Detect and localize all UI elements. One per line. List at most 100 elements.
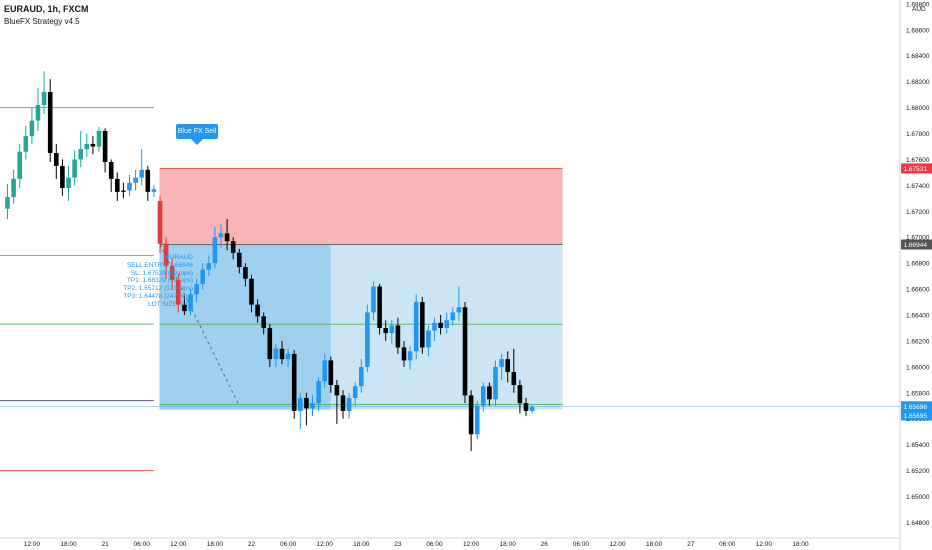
candle-body-10 <box>66 177 71 188</box>
candle-body-17 <box>108 162 114 179</box>
candle-body-47 <box>291 353 297 411</box>
candle-body-39 <box>243 267 248 279</box>
y-tick-label-3: 1.68200 <box>906 79 930 86</box>
x-tick-label-2: 21 <box>101 541 109 548</box>
x-tick-label-17: 18:00 <box>646 541 663 548</box>
candle-body-38 <box>237 252 242 268</box>
info-line-tp2: TP2: 1.65712 (123 pips) <box>123 285 193 293</box>
candle-body-67 <box>413 302 419 352</box>
candle-body-72 <box>444 320 449 328</box>
axis-currency-unit: AUD <box>912 6 926 13</box>
x-tick-label-4: 12:00 <box>170 541 187 548</box>
candle-body-66 <box>407 351 413 361</box>
candle-body-6 <box>41 92 47 106</box>
x-tick-label-6: 22 <box>248 541 256 548</box>
candle-body-85 <box>523 403 529 411</box>
candle-body-52 <box>322 360 327 382</box>
candle-body-26 <box>163 243 169 266</box>
price-tag-1: 1.66944 <box>904 242 928 249</box>
sell-signal-label: Blue FX Sell <box>176 124 218 139</box>
candle-body-76 <box>468 395 474 435</box>
candle-body-13 <box>84 143 90 150</box>
candle-body-3 <box>23 136 29 152</box>
candle-body-44 <box>273 348 279 360</box>
candle-body-41 <box>255 304 260 317</box>
candle-body-5 <box>35 105 41 121</box>
x-tick-label-21: 18:00 <box>792 541 809 548</box>
candle-body-86 <box>529 407 535 411</box>
info-line-tp3: TP3: 1.64478 (247 pips) <box>123 292 193 300</box>
candle-body-53 <box>328 360 334 386</box>
candle-body-16 <box>102 130 108 163</box>
candle-body-42 <box>261 316 266 328</box>
y-tick-label-17: 1.65400 <box>906 442 930 449</box>
candle-body-64 <box>395 325 401 348</box>
candle-body-51 <box>316 381 321 404</box>
candle-body-4 <box>29 120 35 137</box>
candle-body-9 <box>60 165 65 188</box>
candle-body-54 <box>334 385 340 396</box>
candle-body-25 <box>157 200 163 244</box>
candle-body-81 <box>499 359 504 367</box>
x-tick-label-13: 18:00 <box>500 541 517 548</box>
y-tick-label-7: 1.67400 <box>906 183 930 190</box>
candle-body-15 <box>96 130 102 147</box>
x-tick-label-11: 06:00 <box>426 541 443 548</box>
candle-body-12 <box>78 149 83 160</box>
candle-body-63 <box>389 325 395 334</box>
candle-body-43 <box>267 327 273 360</box>
candle-body-14 <box>90 143 96 147</box>
candle-body-45 <box>279 348 285 360</box>
candle-body-71 <box>438 322 443 328</box>
indicator-name: BlueFX Strategy v4.5 <box>4 17 80 26</box>
candle-body-24 <box>151 189 157 192</box>
x-tick-label-20: 12:00 <box>756 541 773 548</box>
candle-body-80 <box>493 366 498 400</box>
x-tick-label-19: 06:00 <box>719 541 736 548</box>
candle-body-37 <box>230 241 236 253</box>
candle-body-35 <box>218 233 224 238</box>
candle-body-1 <box>11 178 16 198</box>
candle-body-23 <box>145 169 151 192</box>
info-line-tp1: TP1: 1.66329 (62 pips) <box>126 277 193 285</box>
candle-body-82 <box>505 359 510 373</box>
candle-body-33 <box>206 263 212 270</box>
x-tick-label-8: 12:00 <box>317 541 334 548</box>
candle-body-59 <box>365 312 370 367</box>
candle-body-11 <box>72 159 77 178</box>
x-tick-label-0: 12:00 <box>24 541 41 548</box>
price-tag-0: 1.67531 <box>904 166 928 173</box>
price-tag-3: 1.65695 <box>904 413 928 420</box>
y-tick-label-20: 1.64800 <box>906 520 930 527</box>
trade-info-box: EURAUD SELL ENTRY: 1.66946 SL: 1.67539 (… <box>123 254 193 309</box>
candle-body-28 <box>176 280 181 305</box>
y-tick-label-0: 1.68800 <box>906 1 930 8</box>
y-tick-label-18: 1.65200 <box>906 468 930 475</box>
y-tick-label-10: 1.66800 <box>906 261 930 268</box>
price-tag-bg-3 <box>901 410 932 421</box>
candle-body-77 <box>474 405 480 435</box>
candle-body-58 <box>359 366 364 387</box>
candle-body-65 <box>401 347 407 361</box>
y-tick-label-9: 1.67000 <box>906 235 930 242</box>
candle-body-75 <box>462 307 468 396</box>
candle-body-62 <box>383 327 388 334</box>
candle-body-2 <box>17 151 22 179</box>
candle-body-84 <box>517 385 523 404</box>
price-tag-bg-0 <box>901 163 932 174</box>
y-tick-label-4: 1.68000 <box>906 105 930 112</box>
y-tick-label-12: 1.66400 <box>906 313 930 320</box>
y-tick-label-2: 1.68400 <box>906 53 930 60</box>
y-tick-label-11: 1.66600 <box>906 287 930 294</box>
candle-body-55 <box>340 395 346 411</box>
stop-loss-zone <box>159 168 563 245</box>
candle-body-48 <box>298 397 303 411</box>
candle-body-60 <box>371 286 376 313</box>
price-tag-2: 1.65696 <box>904 404 928 411</box>
candle-body-21 <box>133 177 138 183</box>
y-tick-label-13: 1.66200 <box>906 338 930 345</box>
candle-body-70 <box>432 322 437 331</box>
candle-body-20 <box>127 182 132 191</box>
candle-body-22 <box>139 169 144 178</box>
